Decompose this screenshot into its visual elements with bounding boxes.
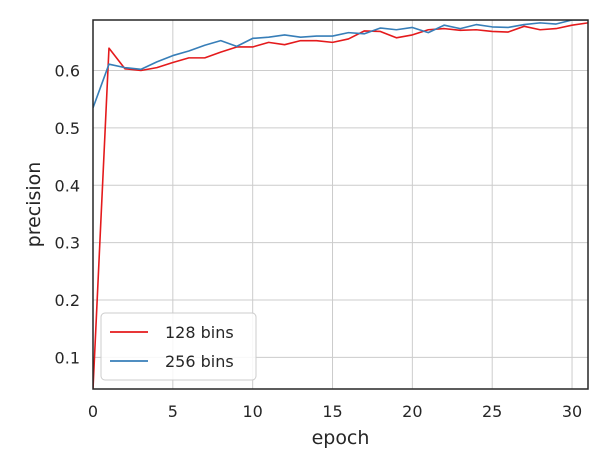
x-tick-label: 0 — [88, 402, 98, 421]
x-tick-label: 15 — [322, 402, 342, 421]
y-tick-label: 0.3 — [55, 234, 80, 253]
series-lines — [93, 20, 588, 389]
y-tick-label: 0.2 — [55, 291, 80, 310]
series-line-128-bins — [93, 22, 588, 389]
grid-lines — [92, 20, 588, 389]
x-tick-label: 25 — [482, 402, 502, 421]
x-axis-label: epoch — [312, 427, 370, 449]
legend: 128 bins 256 bins — [100, 312, 257, 381]
series-line-256-bins — [93, 20, 588, 109]
y-tick-labels: 0.1 0.2 0.3 0.4 0.5 0.6 — [55, 62, 80, 368]
x-tick-label: 30 — [562, 402, 582, 421]
x-tick-labels: 0 5 10 15 20 25 30 — [88, 402, 582, 421]
x-tick-label: 5 — [168, 402, 178, 421]
x-tick-label: 20 — [402, 402, 422, 421]
y-tick-label: 0.4 — [55, 176, 80, 195]
y-tick-label: 0.6 — [55, 62, 80, 81]
y-tick-label: 0.5 — [55, 119, 80, 138]
legend-label: 128 bins — [165, 323, 234, 342]
y-tick-label: 0.1 — [55, 348, 80, 367]
legend-label: 256 bins — [165, 352, 234, 371]
y-axis-label: precision — [23, 162, 45, 248]
x-tick-label: 10 — [242, 402, 262, 421]
plot-frame — [92, 19, 589, 390]
legend-box — [100, 312, 257, 381]
